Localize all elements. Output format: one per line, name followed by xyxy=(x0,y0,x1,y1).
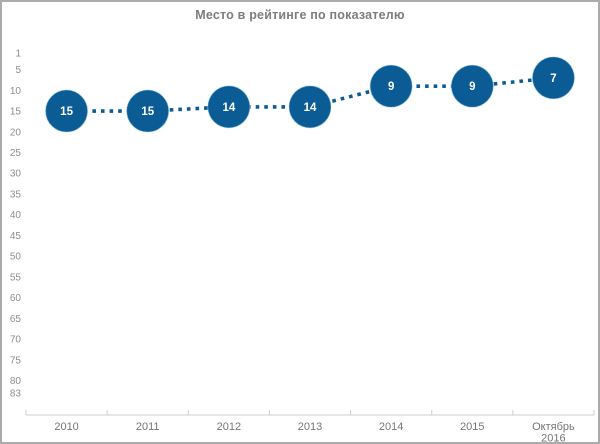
x-axis-tick-label: Октябрь xyxy=(532,421,575,433)
data-point[interactable]: 15 xyxy=(126,89,170,133)
data-point-value: 14 xyxy=(222,102,235,114)
y-axis-tick-label: 40 xyxy=(10,210,22,221)
y-axis-tick-label: 60 xyxy=(10,293,22,304)
y-axis-tick-label: 1 xyxy=(15,49,21,60)
x-axis-tick-label: 2013 xyxy=(298,421,322,433)
y-axis-tick-label: 75 xyxy=(10,355,22,366)
data-point-marker[interactable] xyxy=(450,64,494,108)
x-axis-tick-label: 2011 xyxy=(136,421,160,433)
data-point-value: 9 xyxy=(388,81,394,93)
data-point-marker[interactable] xyxy=(45,89,89,133)
data-point[interactable]: 14 xyxy=(288,85,332,129)
data-point[interactable]: 9 xyxy=(450,64,494,108)
x-axis-tick-label: 2014 xyxy=(379,421,403,433)
data-point-value: 9 xyxy=(469,81,475,93)
y-axis-tick-label: 25 xyxy=(10,148,22,159)
data-point-value: 7 xyxy=(550,73,556,85)
y-axis-tick-label: 80 xyxy=(10,376,22,387)
data-point-marker[interactable] xyxy=(531,56,575,100)
y-axis-tick-label: 70 xyxy=(10,335,22,346)
data-point-value: 15 xyxy=(60,106,73,118)
y-axis-tick-label: 15 xyxy=(10,107,22,118)
y-axis-tick-label: 65 xyxy=(10,314,22,325)
data-point-marker[interactable] xyxy=(288,85,332,129)
y-axis-tick-label: 30 xyxy=(10,169,22,180)
y-axis-tick-label: 83 xyxy=(10,389,22,400)
y-axis-tick-label: 5 xyxy=(15,65,21,76)
y-axis-tick-label: 20 xyxy=(10,127,22,138)
data-point[interactable]: 15 xyxy=(45,89,89,133)
data-point[interactable]: 9 xyxy=(369,64,413,108)
data-point-value: 14 xyxy=(304,102,317,114)
x-axis-tick-label: 2012 xyxy=(217,421,241,433)
y-axis-tick-label: 35 xyxy=(10,189,22,200)
data-point-marker[interactable] xyxy=(126,89,170,133)
y-axis-tick-label: 50 xyxy=(10,252,22,263)
x-axis-tick-label: 2010 xyxy=(54,421,78,433)
data-point-marker[interactable] xyxy=(369,64,413,108)
x-axis-tick-label: 2015 xyxy=(460,421,484,433)
y-axis-tick-label: 55 xyxy=(10,272,22,283)
data-point-marker[interactable] xyxy=(207,85,251,129)
chart-title: Место в рейтинге по показателю xyxy=(195,8,405,22)
y-axis-tick-label: 45 xyxy=(10,231,22,242)
x-axis-tick-label: 2016 xyxy=(541,433,565,443)
y-axis-tick-label: 10 xyxy=(10,86,22,97)
data-point[interactable]: 14 xyxy=(207,85,251,129)
data-point-value: 15 xyxy=(141,106,154,118)
data-point[interactable]: 7 xyxy=(531,56,575,100)
